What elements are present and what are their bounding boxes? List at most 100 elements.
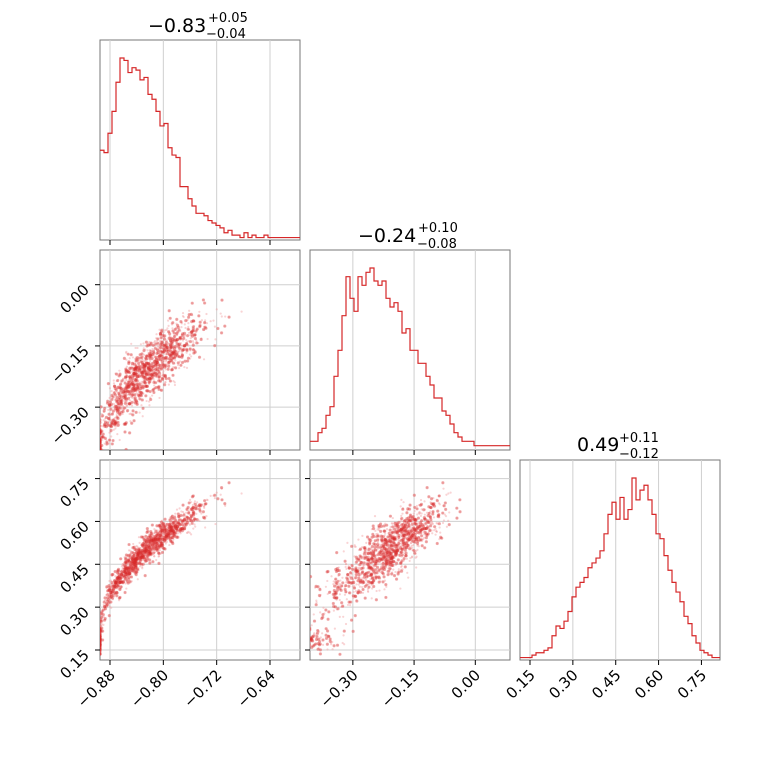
scatter-point	[334, 605, 337, 608]
contour-fill-point	[134, 565, 138, 569]
contour-fill-point	[105, 596, 110, 600]
scatter-point	[124, 576, 127, 579]
scatter-point	[154, 347, 157, 350]
scatter-point	[121, 571, 124, 575]
scatter-point	[158, 328, 161, 331]
scatter-point	[400, 570, 403, 573]
scatter-point	[105, 438, 108, 441]
scatter-point	[390, 531, 394, 534]
scatter-point	[140, 544, 143, 547]
contour-fill-point	[133, 393, 137, 397]
contour-fill-point	[169, 353, 174, 358]
scatter-point	[389, 543, 393, 547]
scatter-point	[140, 558, 143, 561]
scatter-point	[113, 423, 116, 427]
scatter-point	[142, 550, 145, 553]
contour-fill-point	[168, 529, 172, 533]
scatter-point	[151, 544, 154, 547]
scatter-point	[123, 430, 127, 434]
scatter-point	[133, 567, 136, 570]
contour-fill-point	[132, 371, 136, 376]
contour-fill-point	[168, 525, 173, 530]
scatter-point	[138, 382, 142, 386]
scatter-point	[417, 527, 420, 530]
contour-fill-point	[122, 567, 126, 572]
contour-fill-point	[114, 582, 119, 587]
scatter-point	[438, 494, 441, 498]
contour-fill-point	[133, 373, 138, 377]
scatter-point	[136, 565, 139, 568]
scatter-point	[130, 555, 134, 558]
scatter-point	[361, 534, 364, 537]
contour-fill-point	[193, 517, 197, 521]
scatter-point	[100, 421, 102, 424]
scatter-point	[157, 533, 160, 536]
contour-fill-point	[148, 561, 152, 565]
scatter-point	[135, 377, 138, 381]
scatter-point	[139, 556, 142, 559]
scatter-point	[188, 309, 191, 312]
contour-fill-point	[100, 635, 102, 639]
contour-fill-point	[171, 529, 175, 533]
contour-fill-point	[180, 527, 184, 531]
contour-fill-point	[101, 432, 105, 436]
scatter-point	[372, 524, 375, 528]
scatter-point	[147, 536, 150, 539]
scatter-point	[119, 398, 122, 401]
contour-fill-point	[179, 513, 183, 517]
contour-fill-point	[171, 339, 175, 344]
scatter-point	[145, 365, 148, 368]
contour-fill-point	[128, 402, 132, 406]
contour-fill-point	[203, 325, 207, 329]
scatter-point	[107, 417, 110, 420]
scatter-point	[134, 558, 137, 561]
scatter-point	[144, 535, 147, 538]
scatter-point	[100, 438, 102, 441]
contour-fill-point	[159, 541, 163, 545]
scatter-point	[157, 539, 161, 542]
contour-fill-point	[100, 636, 102, 641]
scatter-point	[118, 588, 121, 591]
contour-fill-point	[100, 420, 102, 425]
scatter-point	[147, 364, 150, 367]
scatter-point	[139, 550, 142, 553]
contour-fill-point	[149, 369, 153, 373]
contour-fill-point	[104, 604, 109, 608]
contour-fill-point	[142, 362, 146, 366]
contour-fill-point	[192, 513, 196, 517]
contour-fill-point	[169, 349, 173, 353]
contour-fill-point	[185, 347, 189, 352]
scatter-point	[391, 536, 394, 540]
scatter-point	[174, 355, 177, 358]
scatter-point	[447, 492, 450, 495]
scatter-point	[100, 628, 102, 631]
contour-fill-point	[117, 578, 121, 582]
scatter-point	[100, 637, 102, 641]
contour-fill-point	[118, 595, 122, 600]
scatter-point	[157, 370, 161, 373]
scatter-point	[147, 377, 150, 380]
scatter-point	[204, 526, 207, 529]
contour-fill-point	[192, 517, 197, 521]
scatter-point	[124, 571, 128, 574]
contour-fill-point	[135, 402, 139, 406]
scatter-point	[360, 585, 364, 589]
contour-fill-point	[132, 556, 136, 560]
contour-fill-point	[169, 345, 173, 349]
scatter-point	[183, 525, 187, 528]
scatter-point	[173, 535, 176, 538]
scatter-point	[131, 374, 134, 377]
scatter-point	[132, 563, 135, 567]
scatter-point	[127, 390, 130, 393]
scatter-point	[157, 347, 161, 350]
scatter-point	[100, 447, 102, 450]
scatter-point	[115, 583, 118, 586]
scatter-point	[376, 543, 379, 546]
scatter-point	[142, 347, 145, 350]
contour-fill-point	[185, 342, 189, 347]
contour-fill-point	[161, 363, 165, 367]
contour-fill-point	[171, 351, 175, 355]
scatter-point	[374, 570, 377, 573]
scatter-point	[117, 578, 120, 581]
scatter-point	[115, 409, 119, 412]
